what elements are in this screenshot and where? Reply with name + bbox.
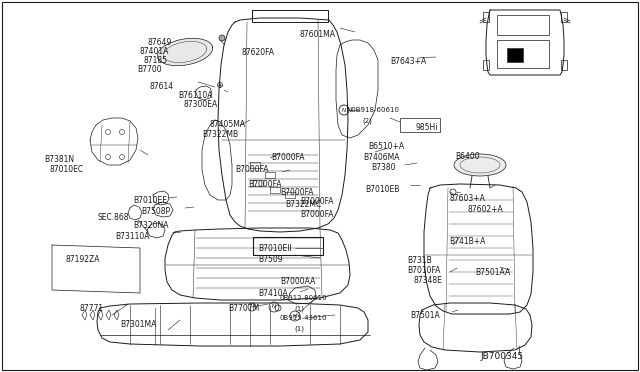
Bar — [253, 237, 323, 255]
Text: B7501A: B7501A — [410, 311, 440, 320]
Text: (1): (1) — [294, 325, 304, 331]
Bar — [483, 60, 489, 70]
Text: B7322MB: B7322MB — [202, 130, 238, 139]
Bar — [497, 15, 549, 35]
Text: B7000FA: B7000FA — [300, 210, 333, 219]
Text: (1): (1) — [294, 305, 304, 311]
Text: 87185: 87185 — [143, 56, 167, 65]
Text: B7322MC: B7322MC — [285, 200, 321, 209]
Polygon shape — [157, 38, 212, 66]
Text: B7000FA: B7000FA — [235, 165, 269, 174]
Text: B7010EII: B7010EII — [258, 244, 292, 253]
Text: 87010EC: 87010EC — [50, 165, 84, 174]
Text: JB700345: JB700345 — [480, 352, 523, 361]
Text: 87620FA: 87620FA — [242, 48, 275, 57]
Ellipse shape — [454, 154, 506, 176]
Text: B7010EB: B7010EB — [365, 185, 399, 194]
Text: 87649: 87649 — [148, 38, 172, 47]
Bar — [497, 40, 549, 68]
Text: B73110A: B73110A — [115, 232, 150, 241]
Text: 87405MA: 87405MA — [210, 120, 246, 129]
Text: B7508P: B7508P — [141, 207, 170, 216]
Text: N: N — [293, 314, 297, 318]
Bar — [483, 12, 489, 22]
Text: B7301MA: B7301MA — [120, 320, 156, 329]
Text: B7000AA: B7000AA — [280, 277, 316, 286]
Text: B7000FA: B7000FA — [300, 197, 333, 206]
Text: N0B918-60610: N0B918-60610 — [346, 107, 399, 113]
Text: B6510+A: B6510+A — [368, 142, 404, 151]
Bar — [561, 12, 567, 22]
Text: 87614: 87614 — [150, 82, 174, 91]
Text: B7700: B7700 — [137, 65, 162, 74]
Bar — [561, 60, 567, 70]
Text: B7000FA: B7000FA — [248, 180, 282, 189]
Text: N: N — [342, 108, 346, 112]
Text: B7010EE: B7010EE — [133, 196, 167, 205]
Text: B7000FA: B7000FA — [280, 188, 314, 197]
Text: 87348E: 87348E — [413, 276, 442, 285]
Text: B6400: B6400 — [455, 152, 479, 161]
Text: B731B: B731B — [407, 256, 432, 265]
Text: (2): (2) — [362, 117, 372, 124]
Text: B7406MA: B7406MA — [363, 153, 399, 162]
Bar — [400, 118, 440, 132]
Text: B7010FA: B7010FA — [407, 266, 440, 275]
Text: N: N — [272, 305, 276, 310]
Text: B76110A: B76110A — [178, 91, 212, 100]
Text: 87300EA: 87300EA — [183, 100, 217, 109]
Text: B7509: B7509 — [258, 255, 283, 264]
Text: 87401A: 87401A — [140, 47, 170, 56]
Text: B7410A: B7410A — [258, 289, 288, 298]
Text: SEC.868: SEC.868 — [98, 213, 129, 222]
Text: 87602+A: 87602+A — [468, 205, 504, 214]
Text: B741B+A: B741B+A — [449, 237, 485, 246]
Text: 0B912-80610: 0B912-80610 — [279, 295, 326, 301]
Bar — [507, 48, 523, 62]
Text: B7380: B7380 — [371, 163, 396, 172]
Text: B7707M: B7707M — [228, 304, 259, 313]
Text: 87603+A: 87603+A — [449, 194, 485, 203]
Text: 87771: 87771 — [80, 304, 104, 313]
Text: B7643+A: B7643+A — [390, 57, 426, 66]
Text: B7000FA: B7000FA — [271, 153, 305, 162]
Text: 0B915-43610: 0B915-43610 — [279, 315, 326, 321]
Text: B7501AA: B7501AA — [475, 268, 510, 277]
Text: 87601MA: 87601MA — [300, 30, 336, 39]
Text: B7381N: B7381N — [44, 155, 74, 164]
Text: 87192ZA: 87192ZA — [65, 255, 99, 264]
Text: B7320NA: B7320NA — [133, 221, 168, 230]
Circle shape — [219, 35, 225, 41]
Text: 985Hi: 985Hi — [415, 123, 438, 132]
